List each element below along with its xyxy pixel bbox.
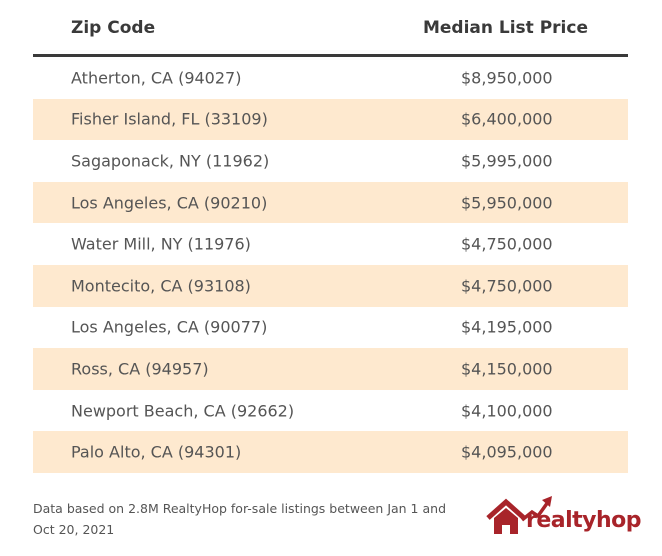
price-cell: $4,150,000	[461, 359, 553, 379]
data-source-footnote: Data based on 2.8M RealtyHop for-sale li…	[33, 501, 447, 537]
zip-cell: Newport Beach, CA (92662)	[71, 401, 295, 421]
zip-cell: Los Angeles, CA (90077)	[71, 317, 268, 337]
price-cell: $5,995,000	[461, 151, 553, 171]
zip-cell: Water Mill, NY (11976)	[71, 234, 251, 254]
price-cell: $4,095,000	[461, 442, 553, 462]
table-row: Atherton, CA (94027) $8,950,000	[33, 57, 628, 99]
price-cell: $5,950,000	[461, 193, 553, 213]
table-row: Los Angeles, CA (90077) $4,195,000	[33, 307, 628, 349]
price-cell: $4,750,000	[461, 276, 553, 296]
zip-cell: Ross, CA (94957)	[71, 359, 209, 379]
zip-cell: Los Angeles, CA (90210)	[71, 193, 268, 213]
table-header: Zip Code Median List Price	[33, 0, 628, 57]
realtyhop-logo: realtyhop	[486, 494, 642, 538]
price-cell: $6,400,000	[461, 109, 553, 129]
price-cell: $4,100,000	[461, 401, 553, 421]
zip-cell: Palo Alto, CA (94301)	[71, 442, 242, 462]
table-row: Montecito, CA (93108) $4,750,000	[33, 264, 628, 307]
table-row: Sagaponack, NY (11962) $5,995,000	[33, 140, 628, 182]
zip-cell: Fisher Island, FL (33109)	[71, 109, 268, 129]
header-median-list-price: Median List Price	[422, 18, 588, 38]
table-row: Los Angeles, CA (90210) $5,950,000	[33, 181, 628, 224]
table-row: Newport Beach, CA (92662) $4,100,000	[33, 390, 628, 432]
price-cell: $4,195,000	[461, 317, 553, 337]
table-row: Fisher Island, FL (33109) $6,400,000	[33, 98, 628, 141]
zip-cell: Sagaponack, NY (11962)	[71, 151, 270, 171]
table-row: Ross, CA (94957) $4,150,000	[33, 348, 628, 390]
zip-cell: Montecito, CA (93108)	[71, 276, 251, 296]
price-table: Zip Code Median List Price Atherton, CA …	[33, 0, 628, 473]
price-cell: $4,750,000	[461, 234, 553, 254]
zip-cell: Atherton, CA (94027)	[71, 68, 242, 88]
table-row: Palo Alto, CA (94301) $4,095,000	[33, 431, 628, 473]
house-with-arrow-icon	[486, 496, 552, 534]
logo-wordmark: realtyhop	[526, 508, 642, 533]
price-cell: $8,950,000	[461, 68, 553, 88]
header-zip-code: Zip Code	[71, 18, 156, 38]
table-row: Water Mill, NY (11976) $4,750,000	[33, 223, 628, 265]
